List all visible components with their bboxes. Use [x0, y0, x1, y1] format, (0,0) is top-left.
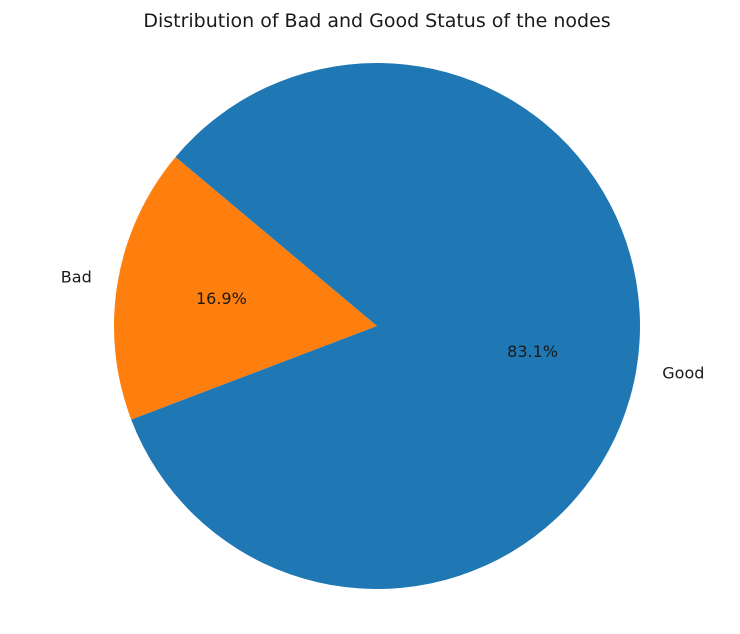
category-label-bad: Bad — [61, 267, 92, 286]
pct-label-bad: 16.9% — [196, 289, 247, 308]
pie-slice-good — [131, 63, 640, 590]
category-label-good: Good — [662, 364, 704, 383]
pie-slices — [113, 63, 640, 590]
pie-labels: 16.9% Bad 83.1% Good — [61, 267, 705, 382]
chart-title: Distribution of Bad and Good Status of t… — [143, 10, 610, 32]
pct-label-good: 83.1% — [507, 342, 558, 361]
pie-slice-bad — [113, 156, 378, 420]
